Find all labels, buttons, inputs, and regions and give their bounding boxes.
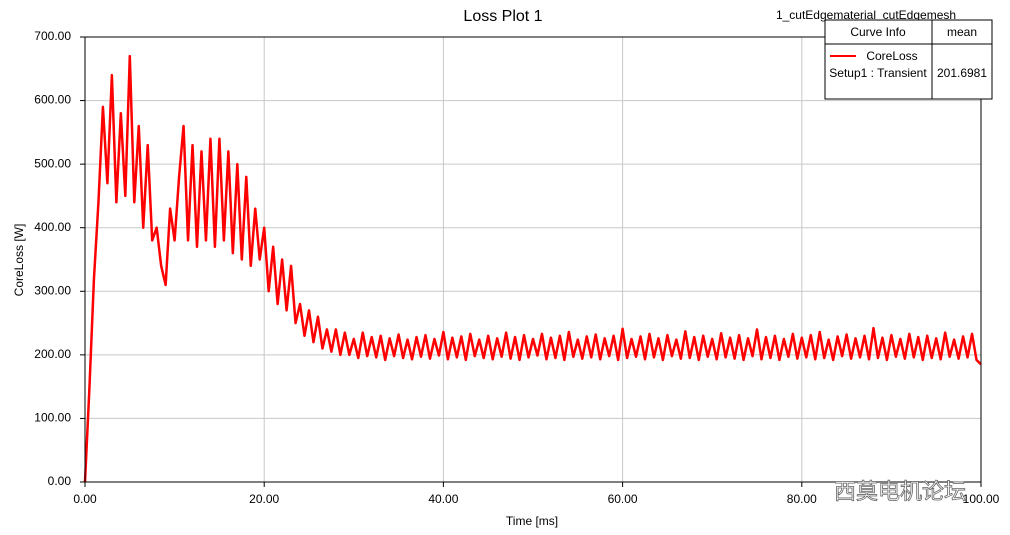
y-axis-label: CoreLoss [W]: [12, 224, 26, 297]
x-tick-label: 20.00: [249, 492, 279, 506]
legend-header: Curve Info: [850, 25, 906, 39]
y-tick-label: 600.00: [34, 93, 71, 107]
legend-entry: CoreLoss: [866, 49, 917, 63]
legend-box: [824, 19, 993, 100]
y-tick-label: 700.00: [34, 29, 71, 43]
y-tick-label: 300.00: [34, 283, 71, 297]
x-tick-label: 80.00: [787, 492, 817, 506]
y-tick-label: 400.00: [34, 220, 71, 234]
y-tick-label: 200.00: [34, 347, 71, 361]
legend-source: Setup1 : Transient: [829, 66, 927, 80]
x-axis-label: Time [ms]: [506, 514, 558, 528]
x-tick-label: 60.00: [608, 492, 638, 506]
plot-frame: [84, 36, 982, 483]
x-tick-label: 0.00: [73, 492, 97, 506]
chart-title: Loss Plot 1: [463, 8, 542, 25]
legend-header: mean: [947, 25, 977, 39]
y-tick-label: 500.00: [34, 156, 71, 170]
watermark: 西莫电机论坛: [834, 479, 966, 504]
x-tick-label: 40.00: [428, 492, 458, 506]
legend-mean: 201.6981: [937, 66, 987, 80]
x-tick-label: 100.00: [963, 492, 1000, 506]
design-name: 1_cutEdgematerial_cutEdgemesh: [776, 8, 956, 22]
legend: Curve Info mean CoreLoss Setup1 : Transi…: [824, 19, 993, 100]
y-tick-label: 100.00: [34, 411, 71, 425]
data-line: [83, 54, 982, 483]
y-tick-label: 0.00: [48, 474, 72, 488]
